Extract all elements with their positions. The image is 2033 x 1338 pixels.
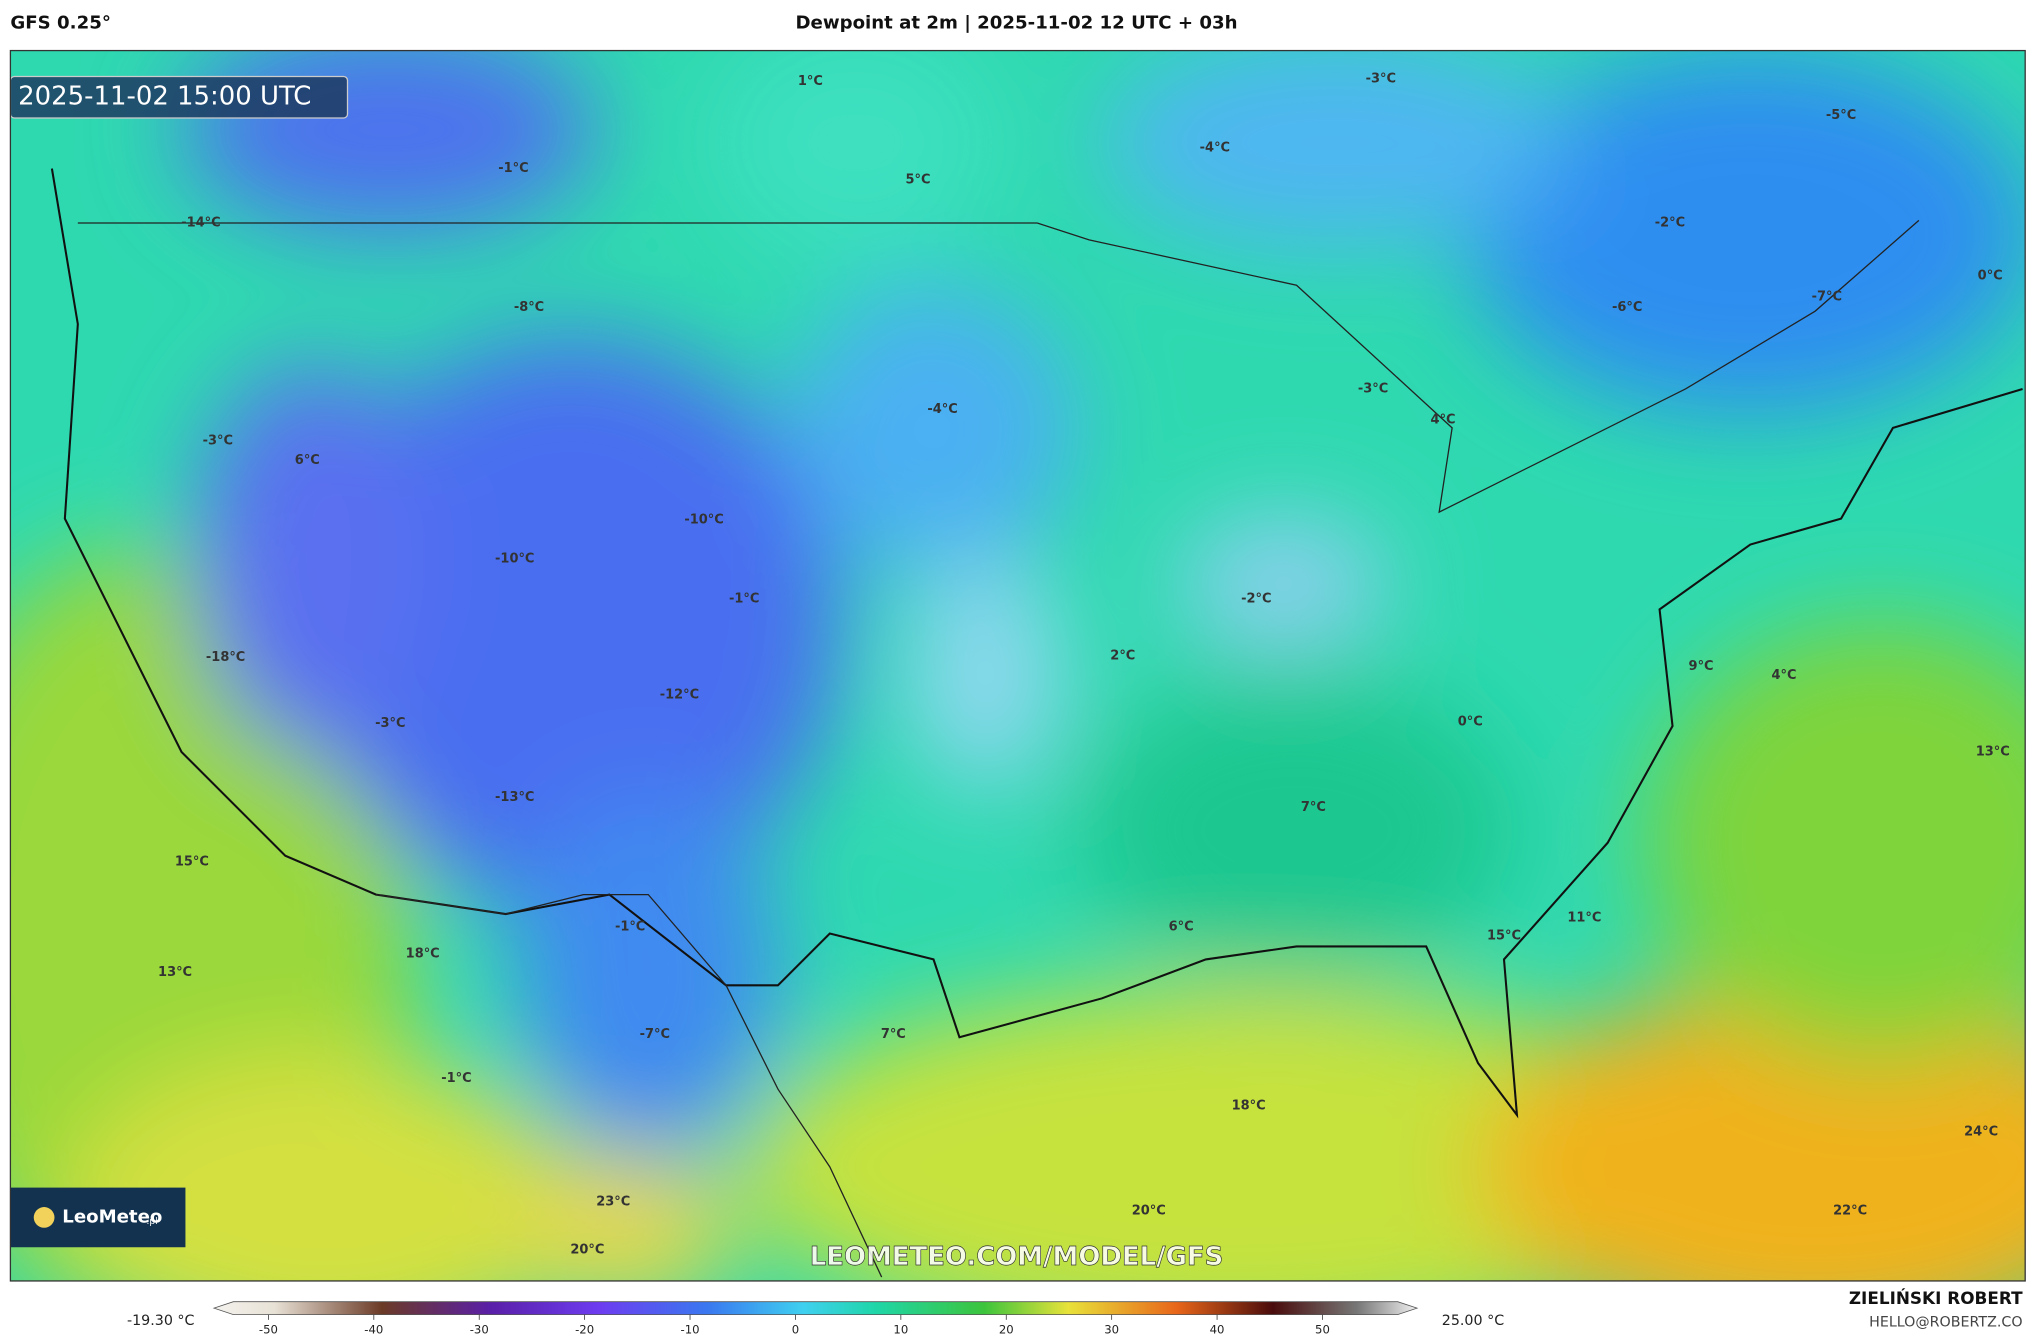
map-frame [9, 49, 2026, 1282]
temperature-label: -8°C [514, 300, 544, 315]
tick-label: -40 [364, 1323, 383, 1337]
timestamp: 2025-11-02 15:00 UTC [18, 82, 311, 112]
temperature-label: -3°C [1366, 72, 1396, 87]
colorbar-ticks: -50 -40 -30 -20 -10 0 10 20 30 40 50 [259, 1314, 1330, 1337]
temperature-label: 4°C [1772, 668, 1797, 683]
tick-label: -50 [259, 1323, 278, 1337]
coastline [50, 168, 2023, 1119]
tick-label: -10 [681, 1323, 700, 1337]
temperature-label: -14°C [181, 215, 220, 230]
map-title: Dewpoint at 2m | 2025-11-02 12 UTC + 03h [795, 12, 1237, 33]
temperature-label: -1°C [615, 920, 645, 935]
temperature-label: 18°C [1232, 1098, 1266, 1113]
temperature-label: -1°C [498, 161, 528, 176]
temperature-label: -3°C [203, 433, 233, 448]
temperature-label: -5°C [1826, 108, 1856, 123]
temperature-label: 9°C [1689, 659, 1714, 674]
temperature-label: -3°C [1358, 381, 1388, 396]
temperature-label: 15°C [1487, 929, 1521, 944]
tick-label: -30 [470, 1323, 489, 1337]
temperature-label: 2°C [1110, 649, 1135, 664]
temperature-label: -12°C [660, 687, 699, 702]
legend-max: 25.00 °C [1442, 1313, 1504, 1329]
temperature-label: -1°C [729, 591, 759, 606]
temperature-label: -7°C [640, 1027, 670, 1042]
logo-name: LeoMeteo [62, 1206, 162, 1227]
temperature-label: 13°C [1976, 744, 2010, 759]
map-field: 1°C -3°C -5°C -1°C 5°C -4°C -14°C -2°C -8°C -6°C -… [10, 50, 2026, 1281]
temperature-label: 13°C [158, 965, 192, 980]
logo-suffix: .pl [147, 1217, 158, 1227]
temperature-label: -4°C [927, 402, 957, 417]
temperature-labels: 1°C -3°C -5°C -1°C 5°C -4°C -14°C -2°C -8°C -6°C -… [158, 72, 2010, 1258]
colorbar [212, 1301, 1419, 1316]
tick-label: 20 [999, 1323, 1014, 1337]
author: ZIELIŃSKI ROBERT [1849, 1287, 2023, 1308]
temperature-label: 20°C [570, 1242, 604, 1257]
border [77, 219, 1920, 514]
temperature-label: 23°C [596, 1194, 630, 1209]
temperature-label: -6°C [1612, 300, 1642, 315]
temperature-label: -7°C [1812, 289, 1842, 304]
logo-sun [33, 1207, 55, 1228]
temperature-label: 15°C [175, 855, 209, 870]
temperature-label: 0°C [1978, 269, 2003, 284]
temperature-label: 1°C [798, 74, 823, 89]
tick-label: -20 [575, 1323, 594, 1337]
temperature-label: -10°C [495, 551, 534, 566]
temperature-label: -4°C [1200, 140, 1230, 155]
temperature-label: 6°C [295, 453, 320, 468]
temperature-label: 11°C [1567, 910, 1601, 925]
field-blobs [10, 50, 2026, 1281]
temperature-label: 7°C [1301, 800, 1326, 815]
watermark: LEOMETEO.COM/MODEL/GFS [810, 1242, 1223, 1272]
temperature-label: 5°C [905, 173, 930, 188]
legend-min: -19.30 °C [127, 1313, 195, 1329]
temperature-label: 4°C [1431, 413, 1456, 428]
temperature-label: 22°C [1833, 1203, 1867, 1218]
temperature-label: 20°C [1132, 1203, 1166, 1218]
temperature-label: -10°C [684, 512, 723, 527]
temperature-label: 18°C [406, 947, 440, 962]
model-name: GFS 0.25° [10, 12, 111, 33]
tick-label: 40 [1210, 1323, 1225, 1337]
temperature-label: -2°C [1241, 591, 1271, 606]
tick-label: 10 [893, 1323, 908, 1337]
timestamp-box [10, 75, 349, 119]
temperature-label: -2°C [1655, 215, 1685, 230]
border [375, 893, 883, 1278]
temperature-label: -3°C [375, 716, 405, 731]
temperature-label: -1°C [441, 1071, 471, 1086]
temperature-label: 0°C [1458, 715, 1483, 730]
temperature-label: 24°C [1964, 1124, 1998, 1139]
tick-label: 0 [792, 1323, 799, 1337]
tick-label: 30 [1104, 1323, 1119, 1337]
tick-label: 50 [1315, 1323, 1330, 1337]
temperature-label: -18°C [206, 650, 245, 665]
temperature-label: -13°C [495, 790, 534, 805]
temperature-label: 6°C [1169, 920, 1194, 935]
temperature-label: 7°C [881, 1027, 906, 1042]
email: HELLO@ROBERTZ.CO [1869, 1314, 2022, 1330]
